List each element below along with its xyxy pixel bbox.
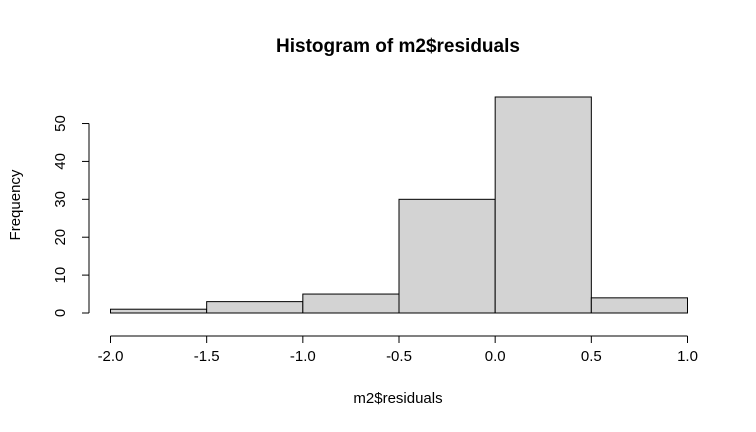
x-tick-label: -1.0 <box>290 348 316 365</box>
histogram-bar <box>206 301 304 314</box>
histogram-bar <box>590 297 688 314</box>
x-tick-label: -0.5 <box>386 348 412 365</box>
x-tick-label: 0.5 <box>581 348 602 365</box>
bars-group <box>110 96 688 314</box>
histogram-bar <box>110 308 208 314</box>
x-tick-label: 1.0 <box>677 348 698 365</box>
y-tick-label: 40 <box>52 153 69 170</box>
histogram-bar <box>302 293 400 314</box>
y-tick-label: 50 <box>52 115 69 132</box>
x-axis-label: m2$residuals <box>353 390 442 407</box>
x-tick-label: -2.0 <box>98 348 124 365</box>
histogram-bar <box>494 96 592 314</box>
y-tick-label: 10 <box>52 267 69 284</box>
y-tick-label: 20 <box>52 229 69 246</box>
y-axis-label: Frequency <box>7 169 24 240</box>
y-axis: 0 10 20 30 40 50 <box>52 115 90 317</box>
y-tick-label: 30 <box>52 191 69 208</box>
x-tick-label: -1.5 <box>194 348 220 365</box>
y-tick-label: 0 <box>52 309 69 317</box>
x-tick-label: 0.0 <box>485 348 506 365</box>
chart-title: Histogram of m2$residuals <box>276 36 520 57</box>
histogram-bar <box>398 198 496 314</box>
x-axis: -2.0 -1.5 -1.0 -0.5 0.0 0.5 1.0 <box>98 335 698 365</box>
